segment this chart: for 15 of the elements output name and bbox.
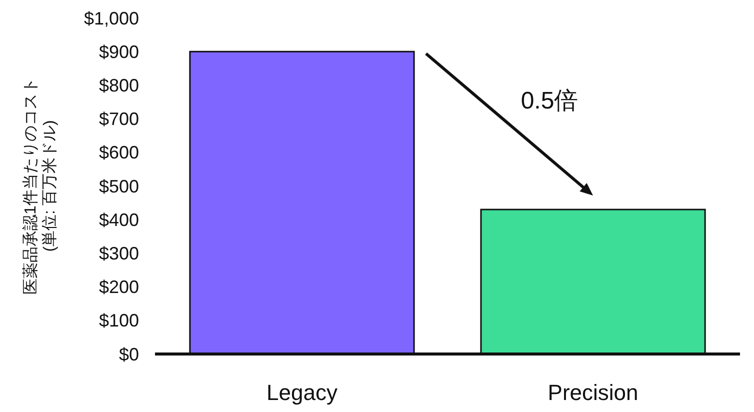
y-tick-label: $500 (98, 176, 139, 196)
y-tick-label: $600 (98, 142, 139, 163)
y-tick-label: $1,000 (84, 8, 139, 28)
y-tick-label: $300 (98, 244, 139, 264)
y-tick-label: $900 (98, 42, 139, 62)
y-tick-label: $700 (98, 109, 139, 130)
y-tick-label: $200 (98, 277, 139, 298)
annotation: 0.5倍 (520, 88, 578, 115)
x-tick-label: Legacy (266, 380, 338, 405)
y-axis-title: 医薬品承認1件当たりのコスト (単位: 百万米ドル) (21, 78, 59, 294)
y-tick-label: $0 (118, 344, 139, 364)
y-tick-label: $100 (98, 310, 139, 331)
y-tick-label: $800 (98, 76, 139, 96)
x-tick-label: Precision (548, 380, 638, 405)
y-tick-label: $400 (98, 210, 139, 230)
